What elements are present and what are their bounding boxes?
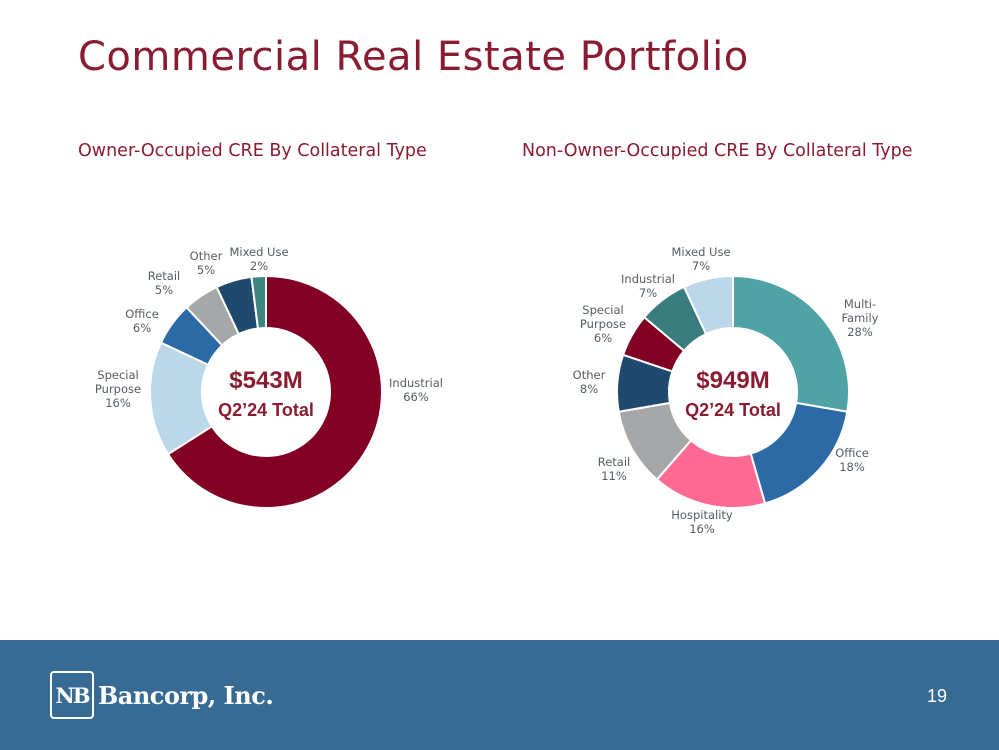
owner-occupied-chart-title: Owner-Occupied CRE By Collateral Type (78, 141, 427, 161)
owner-label-special-purpose: Special Purpose 16% (95, 368, 141, 410)
slide-title: Commercial Real Estate Portfolio (78, 34, 749, 80)
non-owner-label-retail: Retail 11% (598, 455, 631, 483)
non-owner-label-hospitality: Hospitality 16% (671, 508, 733, 536)
owner-label-mixed-use: Mixed Use 2% (229, 245, 288, 273)
non-owner-label-special-purpose: Special Purpose 6% (580, 303, 626, 345)
owner-label-other: Other 5% (190, 249, 223, 277)
non-owner-label-office: Office 18% (835, 446, 869, 474)
non-owner-occupied-chart-title: Non-Owner-Occupied CRE By Collateral Typ… (522, 141, 913, 161)
non-owner-slice-mixed-use (682, 274, 734, 336)
non-owner-center-total: $949M (696, 367, 769, 394)
non-owner-label-industrial: Industrial 7% (621, 272, 675, 300)
page-number: 19 (926, 686, 947, 706)
non-owner-label-other: Other 8% (573, 368, 606, 396)
owner-slice-industrial (166, 274, 383, 509)
company-logo: NB Bancorp, Inc. (50, 669, 274, 721)
non-owner-label-mixed-use: Mixed Use 7% (671, 245, 730, 273)
non-owner-slice-multi-family (732, 274, 850, 413)
owner-label-retail: Retail 5% (148, 269, 181, 297)
non-owner-label-multi-family: Multi-Family 28% (841, 297, 878, 339)
footer-bar: NB Bancorp, Inc. 19 (0, 640, 999, 750)
owner-occupied-donut-chart: Industrial 66% Special Purpose 16% Office 6% Re… (95, 245, 443, 509)
owner-center-caption: Q2’24 Total (218, 400, 314, 420)
owner-label-industrial: Industrial 66% (389, 376, 443, 404)
owner-center-total: $543M (229, 367, 302, 394)
non-owner-center-caption: Q2’24 Total (685, 400, 781, 420)
owner-label-office: Office 6% (125, 307, 159, 335)
non-owner-occupied-donut-chart: Multi-Family 28% Office 18% Hospitality 16% Re… (573, 245, 879, 536)
logo-mark: NB (50, 671, 94, 719)
owner-slice-mixed-use (250, 274, 267, 330)
logo-wordmark: Bancorp, Inc. (98, 680, 274, 710)
